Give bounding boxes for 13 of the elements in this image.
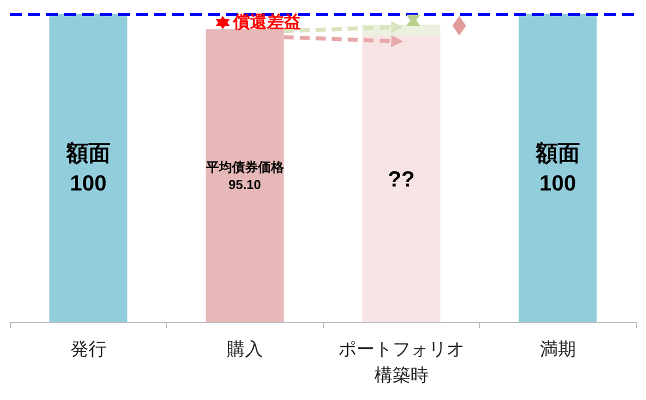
x-tick-label: ポートフォリオ構築時 — [338, 339, 464, 385]
annotation: 償還差益 — [232, 12, 301, 33]
bar — [206, 29, 284, 322]
data-label: 額面 100 — [534, 140, 580, 196]
bar — [362, 36, 440, 322]
x-tick-label: 購入 — [226, 339, 263, 359]
data-label: 額面 100 — [65, 140, 110, 196]
x-tick-label: 発行 — [70, 339, 106, 359]
data-label: 平均債券価格 95.10 — [204, 159, 285, 192]
bar — [518, 14, 597, 322]
x-tick-label: 満期 — [540, 339, 576, 359]
bar — [49, 14, 128, 322]
data-label: ?? — [388, 166, 415, 192]
